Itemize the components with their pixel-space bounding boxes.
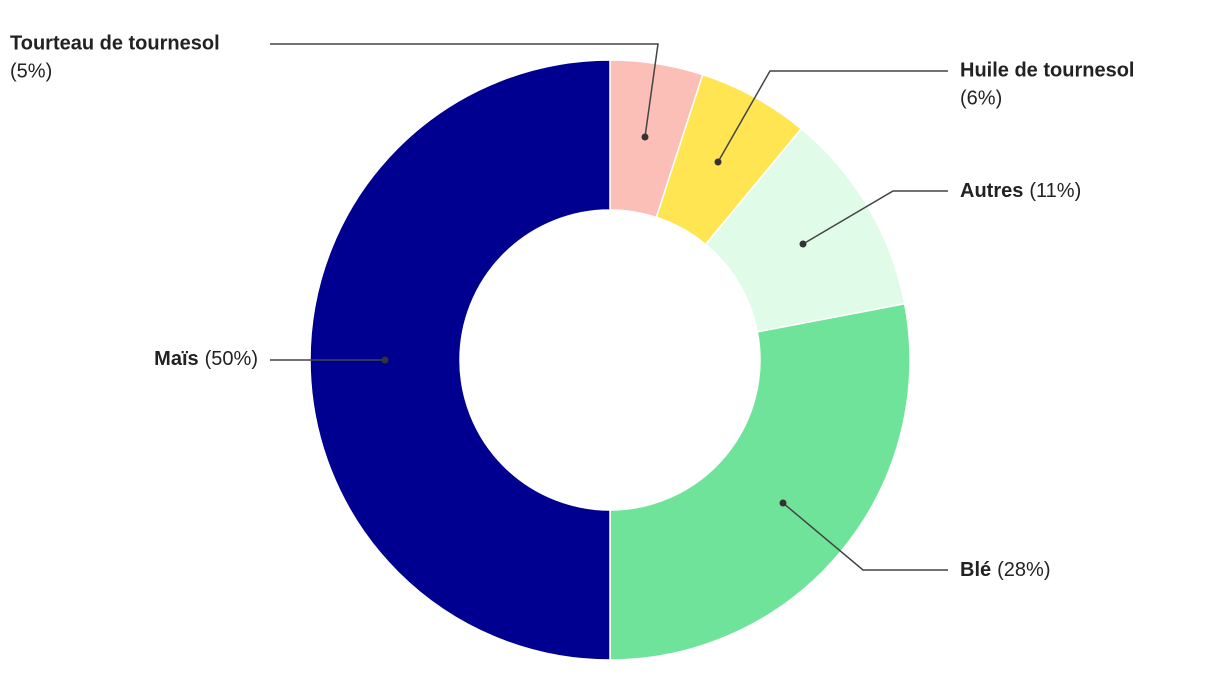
label-name: Blé bbox=[960, 559, 991, 581]
leader-dot bbox=[799, 240, 807, 248]
label-name: Autres bbox=[960, 180, 1023, 202]
leader-line bbox=[802, 190, 948, 245]
donut-segment bbox=[609, 302, 911, 661]
leader-dot bbox=[381, 356, 389, 364]
label-value: (50%) bbox=[205, 348, 258, 370]
leader-line bbox=[717, 70, 948, 163]
label: Maïs (50%) bbox=[154, 348, 258, 370]
leader-dot bbox=[714, 158, 722, 166]
donut-segment bbox=[309, 59, 611, 661]
label-name: Huile de tournesol bbox=[960, 59, 1134, 81]
label-value: (5%) bbox=[10, 60, 52, 82]
leader-line bbox=[270, 43, 659, 138]
leader-dot bbox=[641, 133, 649, 141]
label: Autres (11%) bbox=[960, 180, 1081, 202]
label-name: Tourteau de tournesol bbox=[10, 32, 220, 54]
label-name: Maïs bbox=[154, 348, 198, 370]
label-value: (6%) bbox=[960, 87, 1002, 109]
leader-line bbox=[782, 502, 948, 571]
label: Blé (28%) bbox=[960, 559, 1050, 581]
label-value: (28%) bbox=[997, 559, 1050, 581]
label-value: (11%) bbox=[1029, 180, 1081, 202]
leader-dot bbox=[779, 499, 787, 507]
